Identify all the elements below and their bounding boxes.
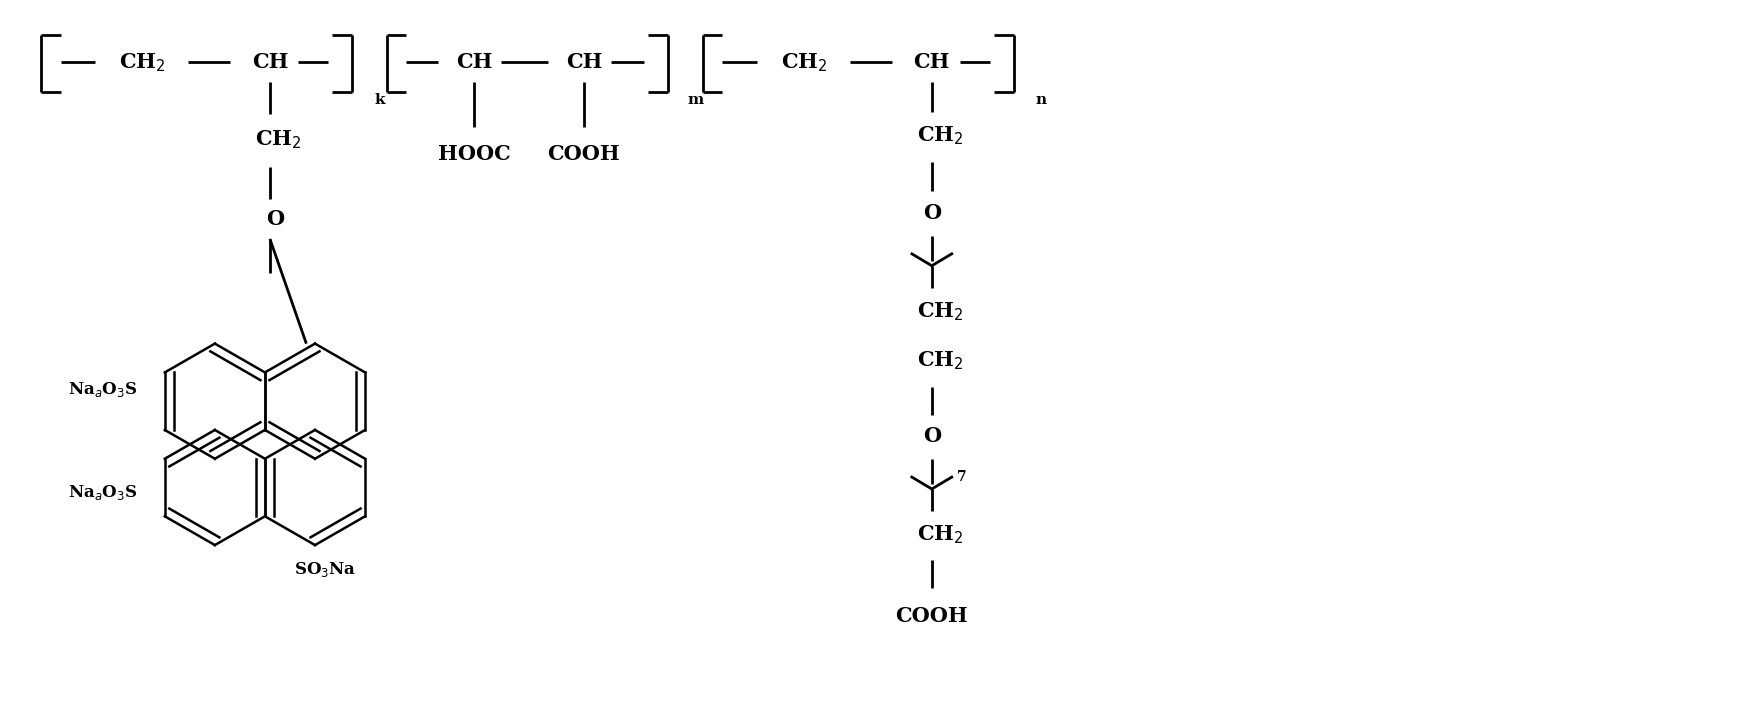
Text: CH$_2$: CH$_2$ <box>118 51 165 74</box>
Text: CH$_2$: CH$_2$ <box>916 349 963 373</box>
Text: O: O <box>923 427 941 446</box>
Text: Na$_a$O$_3$S: Na$_a$O$_3$S <box>68 380 138 399</box>
Text: COOH: COOH <box>547 144 620 164</box>
Text: Na$_a$O$_3$S: Na$_a$O$_3$S <box>68 483 138 502</box>
Text: SO$_3$Na: SO$_3$Na <box>294 560 355 579</box>
Text: O: O <box>267 209 284 229</box>
Text: n: n <box>1036 93 1047 107</box>
Text: HOOC: HOOC <box>437 144 510 164</box>
Text: CH$_2$: CH$_2$ <box>916 124 963 147</box>
Text: COOH: COOH <box>895 606 969 626</box>
Text: O: O <box>923 203 941 223</box>
Text: CH$_2$: CH$_2$ <box>916 523 963 546</box>
Text: CH$_2$: CH$_2$ <box>780 51 827 74</box>
Text: CH$_2$: CH$_2$ <box>254 129 301 151</box>
Text: 7: 7 <box>956 470 967 484</box>
Text: CH: CH <box>251 52 287 72</box>
Text: CH: CH <box>456 52 493 72</box>
Text: k: k <box>375 93 385 107</box>
Text: CH: CH <box>566 52 603 72</box>
Text: m: m <box>688 93 704 107</box>
Text: CH: CH <box>913 52 949 72</box>
Text: CH$_2$: CH$_2$ <box>916 300 963 323</box>
